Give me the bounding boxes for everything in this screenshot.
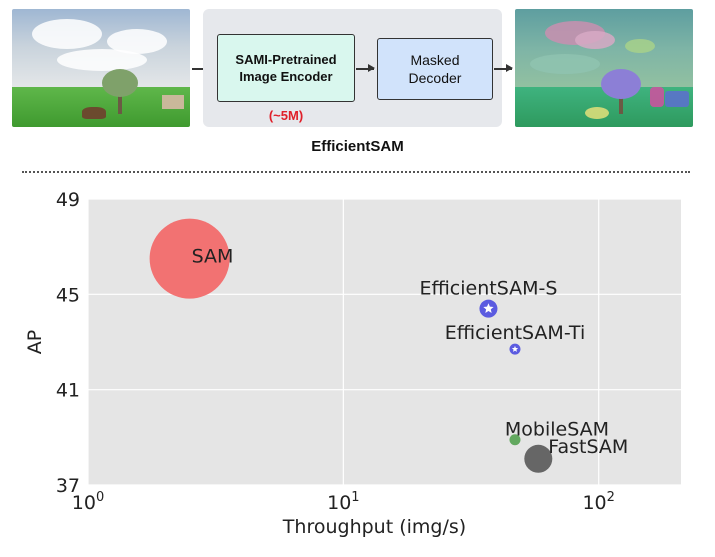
point-fastsam [524, 444, 553, 473]
star-efficientsam-s [483, 303, 494, 313]
decoder-label-line2: Decoder [408, 70, 462, 86]
y-tick-labels: 37 41 45 49 [56, 189, 80, 497]
point-label-fastsam: FastSAM [548, 436, 628, 458]
x-axis-label: Throughput (img/s) [282, 516, 466, 538]
point-label-efficientsam-s: EfficientSAM-S [419, 278, 557, 300]
encoder-box: SAMI-Pretrained Image Encoder [217, 34, 355, 102]
y-tick-label: 37 [56, 475, 80, 497]
point-labels: SAM EfficientSAM-S EfficientSAM-Ti MobileSA… [192, 246, 629, 458]
x-tick-labels: 100 101 102 [72, 490, 615, 514]
point-mobilesam [509, 434, 521, 446]
encoder-label-line2: Image Encoder [239, 69, 333, 84]
y-tick-label: 45 [56, 284, 80, 306]
y-axis-label: AP [24, 330, 46, 354]
encoder-params: (~5M) [268, 108, 304, 123]
star-efficientsam-ti [511, 345, 519, 352]
arrow-encoder-to-decoder [356, 65, 375, 71]
input-image [12, 9, 190, 127]
y-tick-label: 41 [56, 380, 80, 402]
x-tick-label: 102 [582, 490, 614, 514]
data-points [149, 218, 553, 473]
x-tick-label: 100 [72, 490, 104, 514]
divider [22, 171, 690, 173]
point-sam [149, 218, 230, 299]
point-label-efficientsam-ti: EfficientSAM-Ti [445, 322, 586, 344]
decoder-box: Masked Decoder [377, 38, 493, 100]
encoder-label-line1: SAMI-Pretrained [235, 52, 337, 67]
x-tick-label: 101 [327, 490, 359, 514]
point-label-mobilesam: MobileSAM [505, 419, 609, 441]
model-name: EfficientSAM [311, 138, 404, 155]
point-label-sam: SAM [192, 246, 234, 268]
decoder-label-line1: Masked [410, 52, 460, 68]
arrow-decoder-to-output [494, 65, 513, 71]
y-tick-label: 49 [56, 189, 80, 211]
output-mask-image [515, 9, 693, 127]
